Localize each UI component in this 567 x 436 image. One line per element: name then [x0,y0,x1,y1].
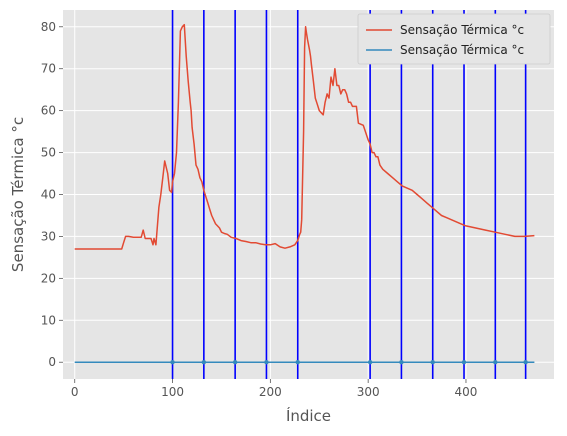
x-tick-label: 300 [357,385,380,399]
marker-point [232,360,238,365]
markers [170,360,528,365]
y-axis-label: Sensação Térmica °c [9,117,27,272]
marker-point [399,360,404,365]
y-tick-label: 10 [41,313,56,327]
marker-point [493,360,498,365]
axis-ticks: 0 100 200 300 400 0 10 20 30 40 50 60 70 80 [41,20,478,399]
marker-point [367,360,373,365]
legend: Sensação Térmica °c Sensação Térmica °c [357,13,551,65]
y-tick-label: 70 [41,62,56,76]
vertical-lines [171,10,527,379]
y-tick-label: 30 [41,229,56,243]
marker-point [461,360,467,365]
y-tick-label: 0 [48,355,56,369]
marker-point [201,360,207,365]
marker-point [523,360,528,365]
x-tick-label: 0 [71,385,79,399]
legend-label-series-1: Sensação Térmica °c [400,23,524,37]
y-tick-label: 50 [41,146,56,160]
y-tick-label: 80 [41,20,56,34]
x-tick-label: 200 [259,385,282,399]
marker-point [295,360,300,365]
x-tick-label: 100 [161,385,184,399]
marker-point [170,360,175,365]
marker-point [430,360,435,365]
y-tick-label: 20 [41,271,56,285]
y-tick-label: 40 [41,188,56,202]
x-tick-label: 400 [455,385,478,399]
x-axis-label: Índice [286,406,331,425]
series-line-1 [74,23,535,250]
series-lines [74,23,535,363]
legend-label-series-2: Sensação Térmica °c [400,43,524,57]
y-tick-label: 60 [41,104,56,118]
marker-point [264,360,269,365]
legend-box [357,13,551,65]
